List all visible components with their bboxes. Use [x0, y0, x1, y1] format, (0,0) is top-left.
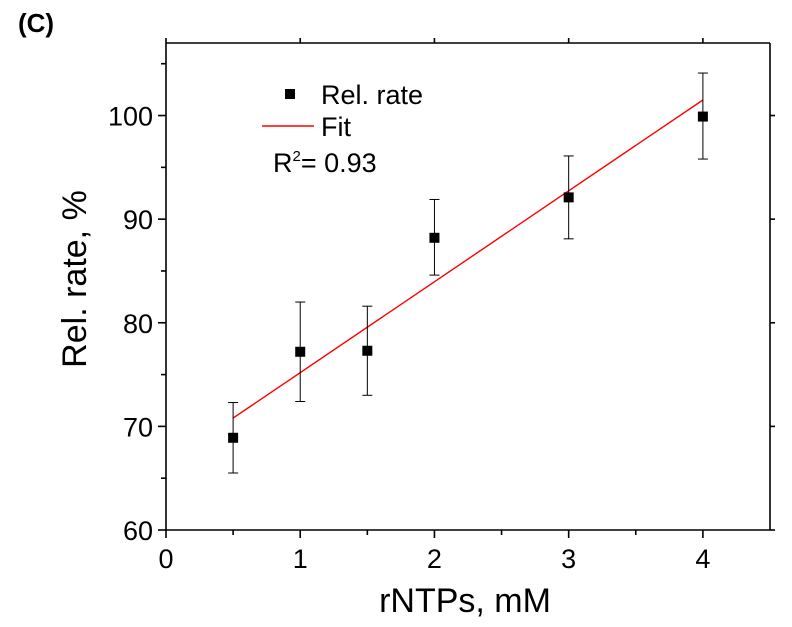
- r-squared-prefix: R: [273, 148, 293, 178]
- x-tick-label: 2: [427, 544, 442, 574]
- points-layer: [228, 72, 708, 474]
- x-tick-label: 3: [561, 544, 576, 574]
- x-tick-label: 4: [695, 544, 710, 574]
- x-axis-title: rNTPs, mM: [379, 582, 551, 620]
- y-axis-title: Rel. rate, %: [56, 190, 94, 368]
- legend-marker-square: [285, 89, 295, 99]
- y-tick-label: 100: [108, 102, 153, 132]
- fit-line: [232, 99, 704, 419]
- y-tick-label: 90: [123, 205, 153, 235]
- legend-label-fit: Fit: [321, 112, 351, 142]
- x-tick-label: 1: [293, 544, 308, 574]
- legend: Rel. rate Fit R2= 0.93: [262, 80, 423, 178]
- legend-label-rel-rate: Rel. rate: [321, 80, 423, 110]
- data-point: [429, 232, 440, 243]
- panel-label: (C): [18, 8, 54, 38]
- data-point: [362, 345, 373, 356]
- data-point: [563, 192, 574, 203]
- r-squared-value: = 0.93: [301, 148, 377, 178]
- plot-area: [165, 42, 771, 531]
- y-tick-label: 60: [123, 516, 153, 546]
- data-point: [228, 432, 239, 443]
- y-tick-label: 70: [123, 412, 153, 442]
- fit-layer: [232, 99, 704, 419]
- ticks: 0 1 2 3 4 60 70 80 90 100: [108, 38, 775, 574]
- y-tick-label: 80: [123, 309, 153, 339]
- data-point: [697, 111, 708, 122]
- x-tick-label: 0: [158, 544, 173, 574]
- r-squared-annotation: R2= 0.93: [273, 148, 377, 178]
- data-point: [295, 346, 306, 357]
- r-squared-superscript: 2: [293, 148, 301, 165]
